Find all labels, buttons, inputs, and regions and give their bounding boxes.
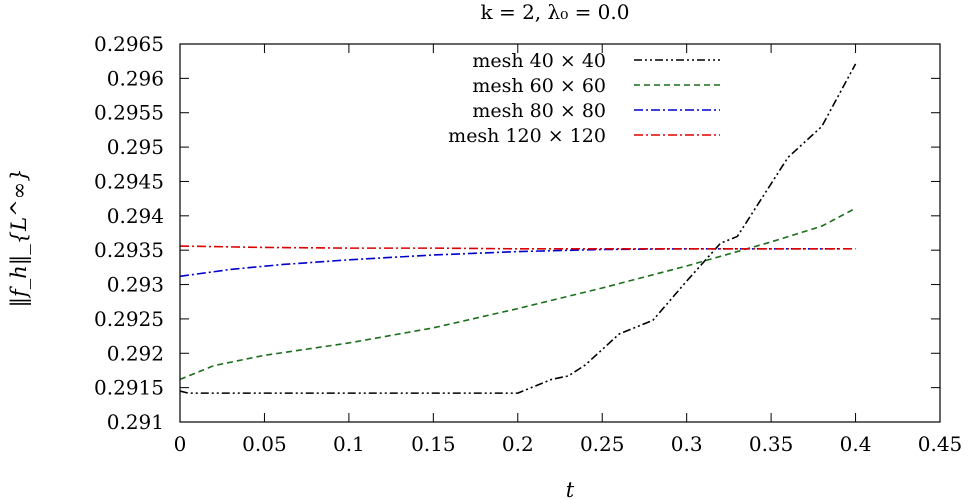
x-tick-label: 0.25 bbox=[580, 432, 625, 456]
x-tick-label: 0.1 bbox=[333, 432, 365, 456]
x-tick-label: 0.45 bbox=[918, 432, 963, 456]
x-axis-title: t bbox=[566, 478, 575, 500]
legend-label-mesh-60-60: mesh 60 × 60 bbox=[472, 75, 606, 97]
y-tick-label: 0.291 bbox=[107, 410, 164, 434]
y-tick-label: 0.2955 bbox=[94, 101, 164, 125]
y-tick-label: 0.2965 bbox=[94, 32, 164, 56]
y-tick-label: 0.296 bbox=[107, 66, 164, 90]
x-tick-label: 0.05 bbox=[242, 432, 287, 456]
x-tick-label: 0.3 bbox=[671, 432, 703, 456]
y-tick-label: 0.294 bbox=[107, 204, 164, 228]
legend-label-mesh-80-80: mesh 80 × 80 bbox=[472, 100, 606, 122]
y-tick-label: 0.2935 bbox=[94, 238, 164, 262]
y-axis-title: ‖f_h‖_{L^∞} bbox=[7, 168, 32, 307]
y-tick-label: 0.2915 bbox=[94, 376, 164, 400]
y-tick-label: 0.2925 bbox=[94, 307, 164, 331]
x-tick-label: 0 bbox=[174, 432, 187, 456]
series-line-mesh-80-80 bbox=[179, 248, 839, 278]
legend-label-mesh-120-120: mesh 120 × 120 bbox=[448, 125, 606, 147]
x-tick-label: 0.2 bbox=[502, 432, 534, 456]
series-line-mesh-60-60 bbox=[179, 207, 856, 381]
x-tick-label: 0.35 bbox=[749, 432, 794, 456]
plot-frame bbox=[179, 43, 941, 423]
series-line-mesh-120-120 bbox=[179, 245, 856, 250]
y-tick-label: 0.292 bbox=[107, 341, 164, 365]
y-tick-label: 0.293 bbox=[107, 273, 164, 297]
y-tick-label: 0.295 bbox=[107, 135, 164, 159]
chart-title: k = 2, λ₀ = 0.0 bbox=[480, 0, 629, 24]
y-tick-label: 0.2945 bbox=[94, 169, 164, 193]
series-line-mesh-40-40 bbox=[179, 63, 857, 394]
x-tick-label: 0.4 bbox=[840, 432, 872, 456]
x-tick-label: 0.15 bbox=[411, 432, 456, 456]
legend-label-mesh-40-40: mesh 40 × 40 bbox=[472, 50, 606, 72]
